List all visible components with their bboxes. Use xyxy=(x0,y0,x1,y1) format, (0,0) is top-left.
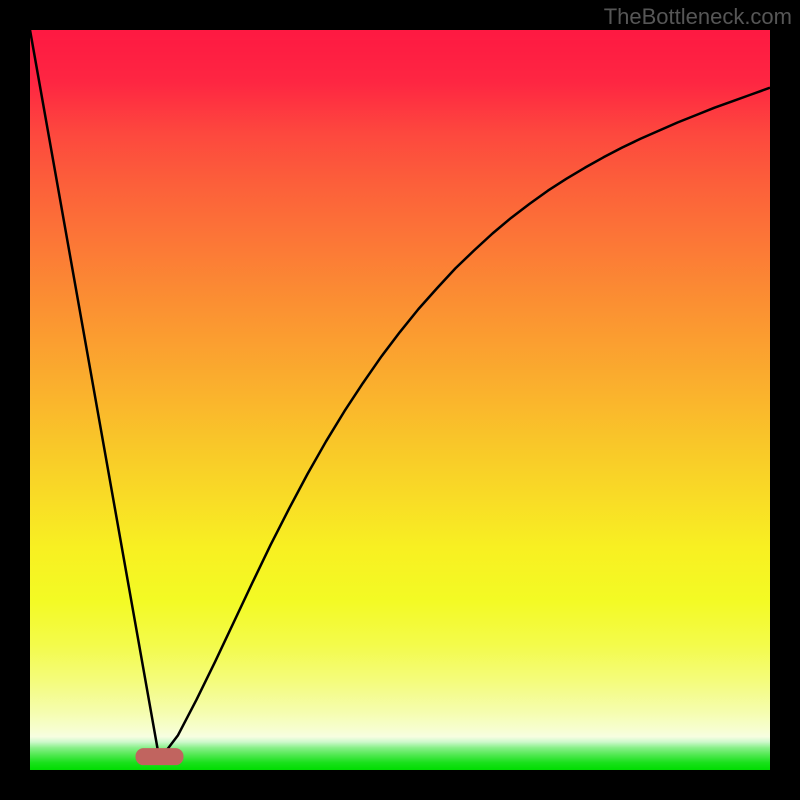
bottleneck-chart: TheBottleneck.com xyxy=(0,0,800,800)
watermark-text: TheBottleneck.com xyxy=(604,4,792,30)
optimal-point-marker xyxy=(136,748,184,765)
chart-svg xyxy=(0,0,800,800)
